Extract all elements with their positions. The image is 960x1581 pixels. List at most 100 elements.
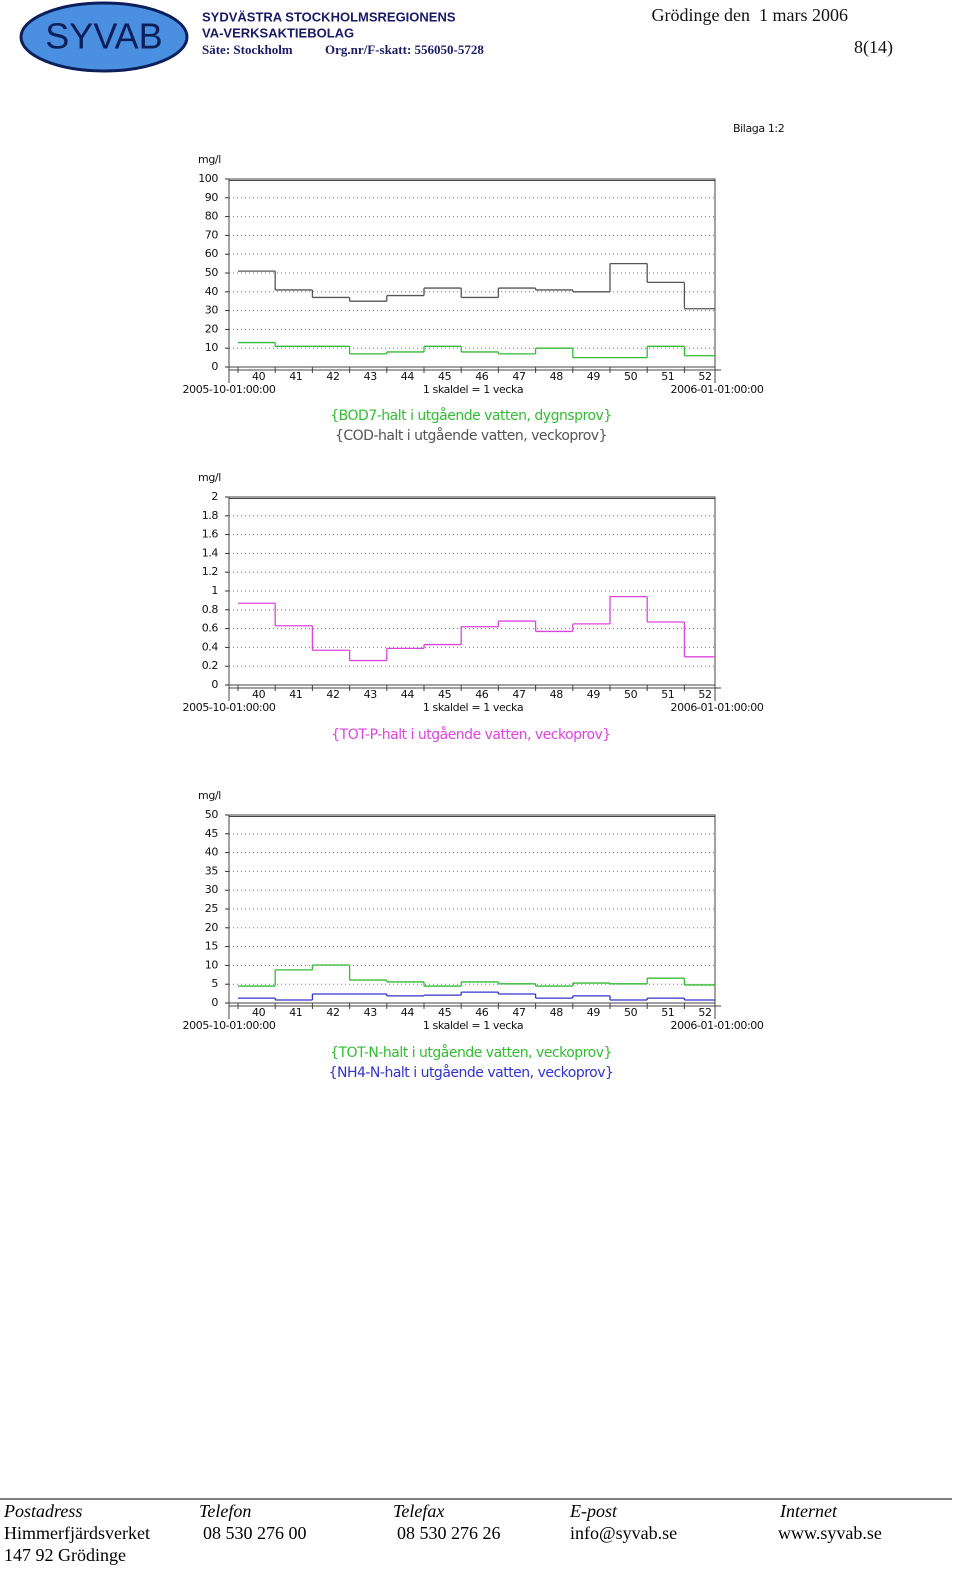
y-tick-label: 5 (211, 977, 218, 990)
y-tick-label: 1.8 (202, 509, 219, 522)
page-number: 8(14) (854, 37, 893, 58)
y-tick-label: 10 (205, 341, 219, 354)
x-tick-label: 40 (252, 370, 266, 383)
x-tick-label: 49 (587, 688, 601, 701)
y-axis-label: mg/l (198, 471, 221, 484)
x-tick-label: 50 (624, 1006, 638, 1019)
x-tick-label: 51 (661, 688, 674, 701)
x-tick-label: 44 (401, 1006, 415, 1019)
y-tick-label: 2 (211, 490, 218, 503)
footer-address: 147 92 Grödinge (4, 1545, 126, 1565)
y-tick-label: 100 (198, 172, 218, 185)
legend-entry: {TOT-P-halt i utgående vatten, veckoprov… (331, 726, 610, 743)
y-tick-label: 1.2 (202, 565, 218, 578)
x-tick-label: 42 (326, 1006, 339, 1019)
footer-value: 08 530 276 26 (397, 1523, 501, 1543)
company-type: VA-VERKSAKTIEBOLAG (202, 25, 354, 40)
seat: Säte: Stockholm (202, 42, 293, 57)
x-start-label: 2005-10-01:00:00 (183, 383, 276, 396)
footer-label: Internet (779, 1501, 838, 1521)
y-tick-label: 10 (205, 958, 219, 971)
legend-entry: {COD-halt i utgående vatten, veckoprov} (335, 427, 607, 444)
x-axis-label: 1 skaldel = 1 vecka (423, 701, 523, 714)
x-tick-label: 51 (661, 1006, 674, 1019)
legend-entry: {TOT-N-halt i utgående vatten, veckoprov… (330, 1044, 612, 1061)
footer-value: Himmerfjärdsverket (4, 1523, 150, 1543)
footer-label: E-post (569, 1501, 618, 1521)
place-date: Grödinge den 1 mars 2006 (652, 5, 848, 25)
x-tick-label: 41 (289, 688, 302, 701)
footer-label: Postadress (3, 1501, 82, 1521)
x-tick-label: 41 (289, 370, 302, 383)
footer-label: Telefax (393, 1501, 444, 1521)
org-nr: Org.nr/F-skatt: 556050-5728 (325, 42, 484, 57)
x-tick-label: 43 (364, 688, 378, 701)
x-tick-label: 43 (364, 370, 378, 383)
y-tick-label: 0.6 (202, 622, 219, 635)
y-tick-label: 20 (205, 921, 219, 934)
x-tick-label: 43 (364, 1006, 378, 1019)
y-axis-label: mg/l (198, 153, 221, 166)
y-tick-label: 15 (205, 940, 219, 953)
x-axis-label: 1 skaldel = 1 vecka (423, 1019, 523, 1032)
x-tick-label: 44 (401, 370, 415, 383)
y-tick-label: 80 (205, 210, 219, 223)
x-tick-label: 48 (550, 688, 564, 701)
company-name: SYDVÄSTRA STOCKHOLMSREGIONENS (202, 9, 456, 24)
x-tick-label: 45 (438, 1006, 452, 1019)
footer-label: Telefon (199, 1501, 251, 1521)
x-tick-label: 50 (624, 370, 638, 383)
legend-entry: {BOD7-halt i utgående vatten, dygnsprov} (330, 407, 611, 424)
x-tick-label: 50 (624, 688, 638, 701)
y-axis-label: mg/l (198, 789, 221, 802)
y-tick-label: 40 (205, 285, 219, 298)
x-end-label: 2006-01-01:00:00 (671, 383, 764, 396)
attachment: Bilaga 1:2 (733, 122, 784, 135)
x-end-label: 2006-01-01:00:00 (671, 701, 764, 714)
x-tick-label: 40 (252, 688, 266, 701)
footer-value: www.syvab.se (778, 1523, 882, 1543)
x-tick-label: 47 (512, 1006, 526, 1019)
x-tick-label: 46 (475, 370, 489, 383)
x-tick-label: 46 (475, 688, 489, 701)
y-tick-label: 60 (205, 247, 219, 260)
y-tick-label: 0 (211, 360, 218, 373)
y-tick-label: 45 (205, 827, 219, 840)
x-tick-label: 48 (550, 370, 564, 383)
y-tick-label: 25 (205, 902, 219, 915)
y-tick-label: 0.8 (202, 603, 219, 616)
x-tick-label: 52 (698, 1006, 711, 1019)
y-tick-label: 50 (205, 266, 219, 279)
x-tick-label: 48 (550, 1006, 564, 1019)
y-tick-label: 30 (205, 304, 219, 317)
x-tick-label: 40 (252, 1006, 266, 1019)
y-tick-label: 0.4 (202, 640, 219, 653)
y-tick-label: 0 (211, 678, 218, 691)
y-tick-label: 50 (205, 808, 219, 821)
plot-frame (228, 496, 716, 686)
y-tick-label: 1 (211, 584, 218, 597)
x-axis-label: 1 skaldel = 1 vecka (423, 383, 523, 396)
x-tick-label: 41 (289, 1006, 302, 1019)
x-tick-label: 47 (512, 688, 526, 701)
x-tick-label: 45 (438, 370, 452, 383)
x-tick-label: 49 (587, 370, 601, 383)
y-tick-label: 70 (205, 228, 219, 241)
footer-value: info@syvab.se (570, 1523, 677, 1543)
y-tick-label: 0.2 (202, 659, 218, 672)
logo-text: SYVAB (45, 16, 162, 57)
y-tick-label: 30 (205, 883, 219, 896)
y-tick-label: 20 (205, 322, 219, 335)
x-tick-label: 46 (475, 1006, 489, 1019)
x-tick-label: 47 (512, 370, 526, 383)
x-tick-label: 52 (698, 688, 711, 701)
x-tick-label: 49 (587, 1006, 601, 1019)
y-tick-label: 90 (205, 191, 219, 204)
x-start-label: 2005-10-01:00:00 (183, 701, 276, 714)
x-tick-label: 42 (326, 688, 339, 701)
y-tick-label: 1.4 (202, 546, 219, 559)
y-tick-label: 35 (205, 864, 219, 877)
x-start-label: 2005-10-01:00:00 (183, 1019, 276, 1032)
